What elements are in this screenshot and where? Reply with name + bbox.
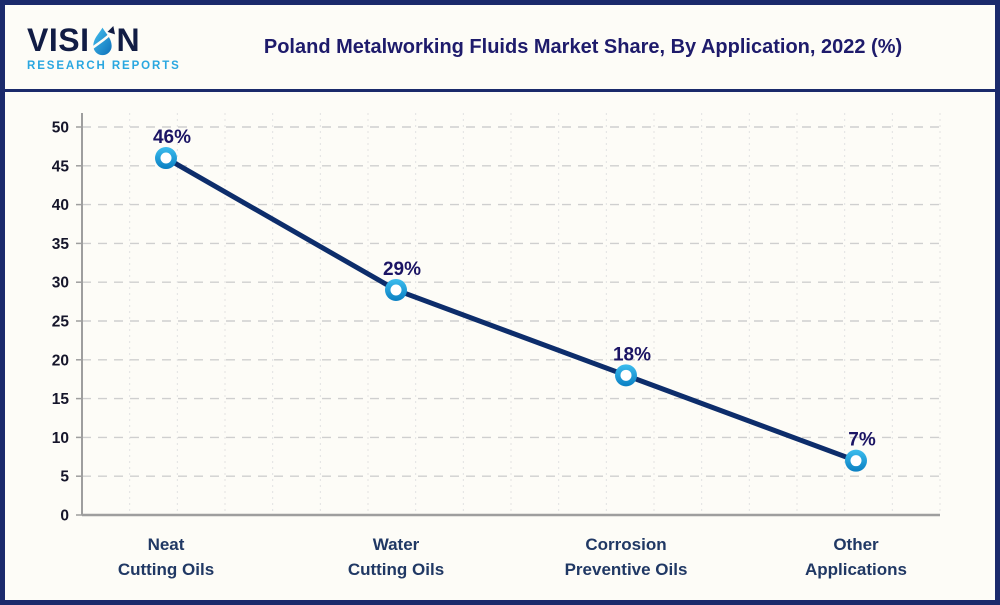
y-tick-label: 15	[52, 391, 70, 408]
line-chart: 0 5 10 15 20 25 30 35 40 45 50 46% 29% 18% 7% Neat Cutti…	[52, 113, 941, 579]
y-tick-label: 25	[52, 314, 70, 331]
water-drop-icon	[90, 25, 116, 55]
y-tick-label: 5	[60, 469, 69, 486]
brand-wordmark: VISI N	[27, 23, 205, 56]
data-point-hole	[850, 455, 862, 467]
data-point-label: 7%	[848, 430, 876, 451]
y-tick-label: 45	[52, 158, 70, 175]
brand-text-right: N	[116, 21, 141, 58]
data-point-label: 46%	[153, 127, 191, 148]
data-point-label: 18%	[613, 344, 651, 365]
y-tick-label: 20	[52, 352, 69, 369]
category-label: Preventive Oils	[565, 560, 688, 579]
data-point-hole	[390, 284, 402, 296]
y-tick-label: 40	[52, 197, 69, 214]
brand-text-left: VISI	[27, 21, 90, 58]
data-point-hole	[160, 152, 172, 164]
category-label: Applications	[805, 560, 907, 579]
y-tick-label: 30	[52, 275, 69, 292]
category-label: Cutting Oils	[348, 560, 444, 579]
data-point-hole	[620, 369, 632, 381]
category-label: Water	[373, 535, 420, 554]
category-label: Corrosion	[585, 535, 666, 554]
category-label: Neat	[148, 535, 185, 554]
header: VISI N RESEARCH REPORTS Poland Metalwork…	[5, 5, 995, 89]
brand-logo: VISI N RESEARCH REPORTS	[27, 23, 205, 72]
y-tick-label: 10	[52, 430, 69, 447]
data-line	[163, 155, 859, 464]
chart-title: Poland Metalworking Fluids Market Share,…	[263, 35, 903, 58]
data-point-label: 29%	[383, 259, 421, 280]
y-tick-label: 50	[52, 120, 69, 137]
category-label: Other	[833, 535, 879, 554]
category-label: Cutting Oils	[118, 560, 214, 579]
header-divider	[5, 89, 995, 92]
y-tick-label: 0	[60, 508, 69, 525]
brand-tagline: RESEARCH REPORTS	[27, 59, 181, 72]
chart-area: 0 5 10 15 20 25 30 35 40 45 50 46% 29% 18% 7% Neat Cutti…	[5, 92, 995, 600]
y-tick-label: 35	[52, 236, 70, 253]
